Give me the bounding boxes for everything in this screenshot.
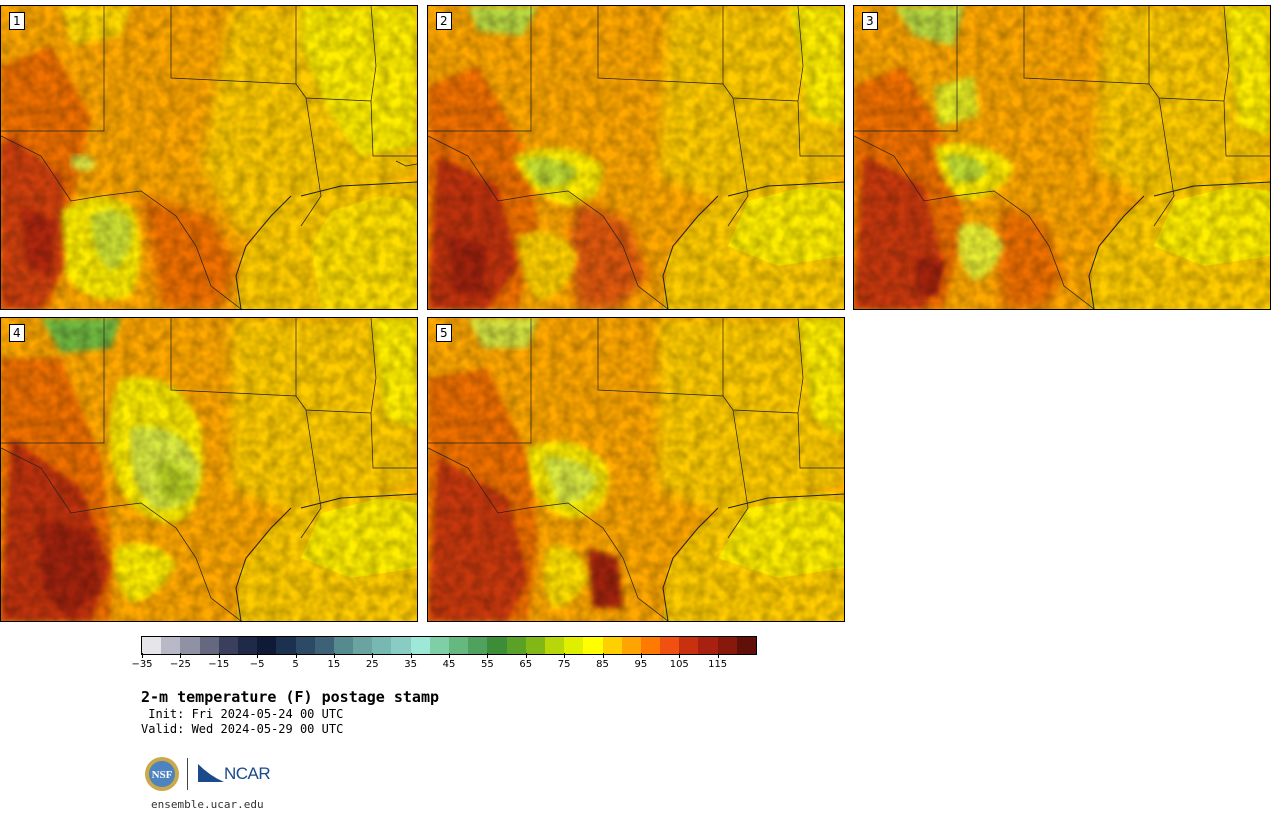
colorbar-tick-label: 85 [596,659,609,670]
ensemble-member-map-5: 5 [427,317,845,622]
colorbar-cell [544,637,565,654]
colorbar-tick-label: 105 [669,659,689,670]
colorbar-cell [391,637,411,654]
temperature-field-3 [854,6,1270,309]
temperature-field-5 [428,318,844,621]
plot-title: 2-m temperature (F) postage stamp [141,688,440,706]
ncar-logo-text: NCAR [224,764,271,783]
ensemble-member-map-3: 3 [853,5,1271,310]
colorbar-tick-label: −15 [208,659,230,670]
colorbar-cell [602,637,622,654]
colorbar-tick [717,653,719,658]
colorbar-cell [449,637,469,654]
colorbar-tick [487,653,489,658]
colorbar-cell [679,637,699,654]
colorbar-cell [660,637,680,654]
colorbar-cell [506,637,526,654]
colorbar-tick-label: 15 [327,659,341,670]
colorbar-tick-label: −25 [169,659,191,670]
colorbar-tick-label: −35 [131,659,153,670]
colorbar-tick-label: 55 [481,659,494,670]
colorbar-tick-label: 45 [442,659,456,670]
colorbar-cell [161,637,181,654]
colorbar-tick-label: 35 [404,659,417,670]
colorbar-tick [142,653,143,658]
website-url: ensemble.ucar.edu [151,798,264,811]
colorbar-cell [736,637,756,654]
colorbar-tick [449,653,450,658]
colorbar-cell [468,637,488,654]
colorbar-cell [295,637,315,654]
colorbar-tick [679,653,681,658]
init-time: Init: Fri 2024-05-24 00 UTC [141,707,344,721]
colorbar-tick [372,653,374,658]
svg-text:NSF: NSF [152,769,173,781]
ensemble-member-map-1: 1 [0,5,418,310]
colorbar-cell [487,637,507,654]
colorbar-tick [410,653,412,658]
member-number-label: 2 [436,12,452,30]
colorbar-tick [640,653,642,658]
ensemble-member-map-2: 2 [427,5,845,310]
ncar-logo-mark [198,764,224,782]
colorbar-tick-label: 5 [292,659,299,670]
member-number-label: 3 [862,12,878,30]
colorbar-cell [314,637,334,654]
colorbar-cell [180,637,200,654]
colorbar-tick [257,653,259,658]
temperature-field-2 [428,6,844,309]
colorbar-cell [333,637,354,654]
temperature-colorbar [141,636,757,655]
logos: NSF NCAR [144,756,274,792]
colorbar-cell [564,637,584,654]
colorbar-tick [602,653,604,658]
colorbar-tick-label: −5 [249,659,265,670]
colorbar-cell [372,637,392,654]
colorbar-cell [257,637,277,654]
colorbar-cell [698,637,718,654]
colorbar-tick-label: 65 [519,659,533,670]
member-number-label: 5 [436,324,452,342]
ensemble-member-map-4: 4 [0,317,418,622]
colorbar-cell [640,637,661,654]
colorbar-tick-label: 75 [557,659,571,670]
colorbar-tick [180,653,182,658]
colorbar-cell [583,637,603,654]
colorbar-tick [295,653,297,658]
colorbar-cell [429,637,449,654]
colorbar-cell [142,637,162,654]
valid-time: Valid: Wed 2024-05-29 00 UTC [141,722,344,736]
member-number-label: 1 [9,12,25,30]
temperature-field-1 [1,6,417,309]
colorbar-cell [276,637,296,654]
colorbar-cell [410,637,430,654]
colorbar-cell [621,637,641,654]
colorbar-ticks: −35 −25 −15 −5 5 15 25 35 45 55 65 75 85 95 105 115 [131,653,757,673]
member-number-label: 4 [9,324,25,342]
colorbar-tick [218,653,220,658]
logo-divider [187,758,188,790]
colorbar-cell [237,637,258,654]
colorbar-cell [717,637,737,654]
colorbar-cell [525,637,545,654]
colorbar-tick-label: 95 [634,659,648,670]
nsf-logo: NSF [145,757,179,791]
colorbar-tick-label: 115 [708,659,728,670]
temperature-field-4 [1,318,417,621]
colorbar-tick [564,653,566,658]
colorbar-tick [333,653,335,658]
colorbar-cell [199,637,219,654]
colorbar-tick [525,653,527,658]
colorbar-cell [218,637,238,654]
colorbar-cell [353,637,373,654]
colorbar-tick-label: 25 [365,659,379,670]
